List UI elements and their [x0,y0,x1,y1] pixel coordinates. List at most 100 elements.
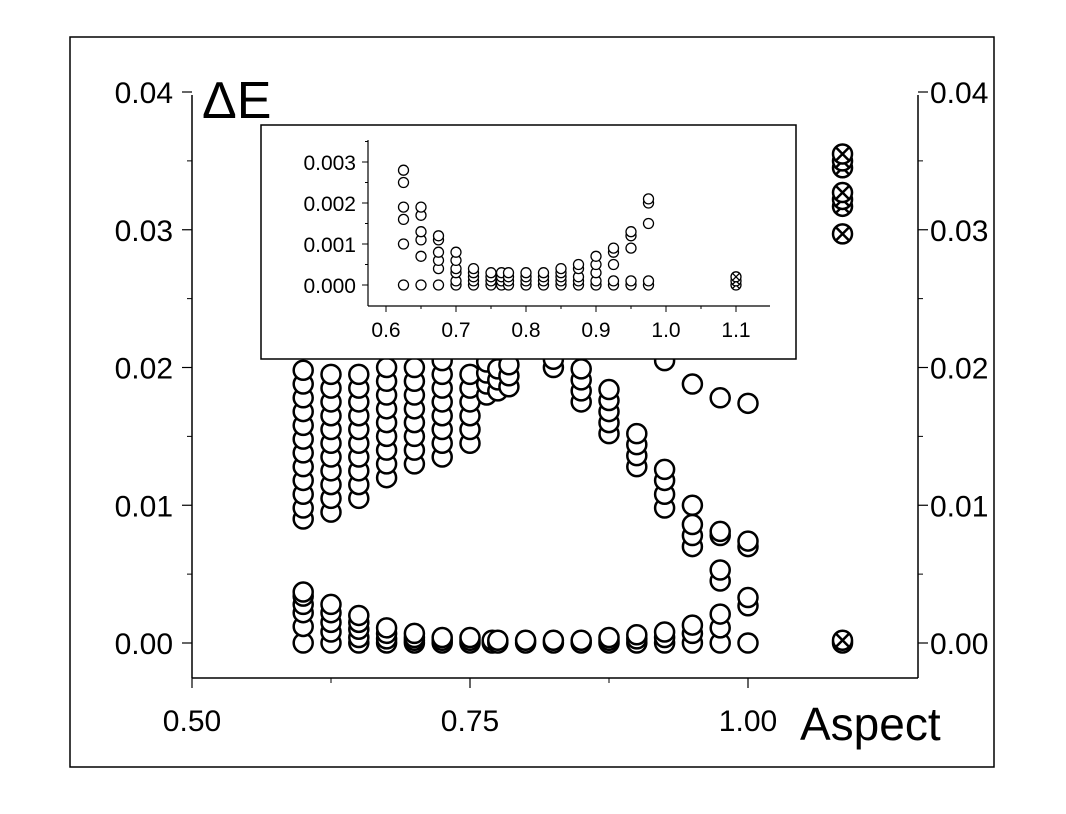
inset-x-tick-label: 0.7 [441,319,470,342]
main-point [292,359,314,382]
main-point [653,458,676,481]
main-crossed-point [831,223,854,245]
main-point [709,387,731,409]
main-point [459,626,481,649]
inset-y-tick-label: 0.002 [303,193,356,216]
main-point [598,626,620,649]
main-point [681,614,704,636]
main-y-tick-label-right: 0.04 [930,77,988,110]
inset-point [625,226,637,238]
main-point [542,629,565,651]
inset-point [625,275,637,287]
inset-ticks [362,141,737,312]
inset-point [642,275,655,287]
inset-point [537,267,550,279]
main-point [403,356,426,379]
main-point [320,363,342,386]
inset-point [590,250,602,262]
inset-point [415,226,427,238]
main-y-tick-label-left: 0.03 [115,215,173,248]
main-y-tick-label-right: 0.00 [930,628,988,661]
main-y-tick-label-right: 0.01 [930,490,988,523]
main-y-tick-label-left: 0.01 [115,490,173,523]
main-crossed-point [831,181,854,204]
main-point [737,392,759,415]
inset-crossed-point [730,271,742,283]
inset-point [485,267,497,279]
inset-y-tick-label: 0.003 [303,152,356,175]
main-point [348,604,370,627]
inset-point [432,246,445,258]
main-x-axis-label: Aspect [800,698,941,750]
inset-x-tick-label: 1.0 [651,319,680,342]
inset-point [467,262,480,275]
inset-x-tick-label: 0.9 [581,319,610,342]
inset-frame [260,124,797,360]
inset-point [397,164,410,176]
main-x-tick-label: 1.00 [719,705,777,738]
main-tick-labels: 0.50 0.75 1.00 0.00 0.00 0.01 0.01 0.02 0.02 0.03… [115,77,989,738]
inset-point [397,201,410,213]
main-point [514,629,537,651]
main-point [626,623,648,646]
inset-point [607,258,620,271]
main-point [570,629,592,651]
inset-point [607,242,620,254]
main-crossed-point [831,143,854,165]
main-x-tick-label: 0.75 [441,705,499,738]
main-point [681,513,704,536]
main-point [598,378,620,401]
inset-point [415,201,427,213]
inset-point [432,279,445,291]
main-chart: 0.50 0.75 1.00 0.00 0.00 0.01 0.01 0.02 0.02 0.03… [115,72,989,750]
main-point [403,622,426,645]
inset-point [520,267,532,279]
main-point [681,373,704,395]
inset-point [625,242,637,254]
inset-point [397,279,410,291]
inset-point [572,258,585,271]
main-point [626,422,648,445]
inset-y-tick-label: 0.000 [303,275,356,298]
main-points [292,143,854,654]
inset-y-tick-label: 0.001 [303,234,356,257]
main-point [737,632,759,654]
main-y-tick-label-left: 0.00 [115,628,173,661]
main-y-tick-label-right: 0.02 [930,353,988,386]
main-point [375,617,398,639]
inset-point [415,250,427,262]
main-crossed-point [831,629,854,651]
inset-tick-labels: 0.6 0.7 0.8 0.9 1.0 1.1 0.000 0.001 0.002 0.003 [303,152,750,342]
inset-point [397,176,410,189]
inset-x-tick-label: 0.6 [371,319,400,342]
main-point [737,530,759,552]
inset-point [450,246,462,258]
inset-point [415,279,427,291]
inset-point [642,217,655,230]
inset-points [397,164,742,291]
main-point [681,494,704,516]
main-point [653,621,676,643]
inset-x-tick-label: 0.8 [511,319,540,342]
main-y-axis-label: ΔE [202,72,271,130]
inset-chart: 0.6 0.7 0.8 0.9 1.0 1.1 0.000 0.001 0.002 0.003 [260,124,797,360]
inset-point [607,275,620,287]
main-y-tick-label-right: 0.03 [930,215,988,248]
inset-point [642,193,655,205]
main-ticks [182,91,928,688]
inset-point [397,238,410,250]
inset-point [397,213,410,226]
inset-point [432,230,445,242]
main-point [292,581,314,603]
main-point [320,593,342,616]
inset-point [555,262,567,275]
main-point [709,559,731,581]
inset-point [502,267,515,279]
main-point [348,363,370,386]
main-point [570,358,592,380]
main-y-tick-label-left: 0.02 [115,353,173,386]
inset-x-tick-label: 1.1 [721,319,750,342]
main-point [375,356,398,379]
main-point [709,603,731,625]
